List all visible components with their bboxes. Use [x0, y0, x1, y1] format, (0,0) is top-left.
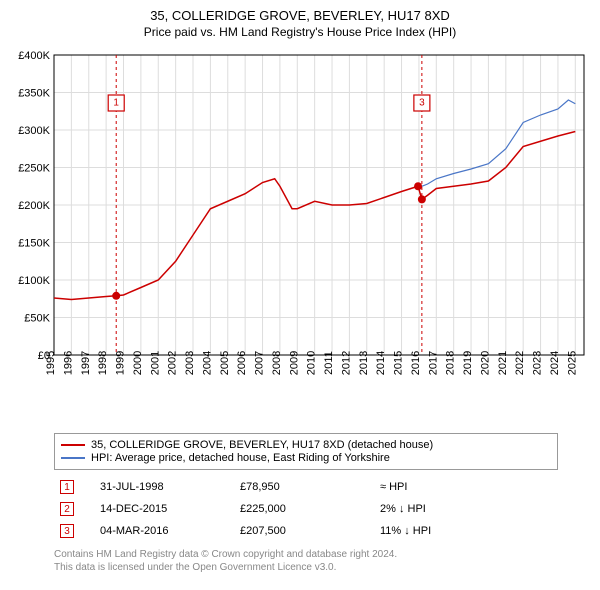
svg-text:2018: 2018	[445, 351, 457, 375]
svg-text:1999: 1999	[115, 351, 127, 375]
footer-line1: Contains HM Land Registry data © Crown c…	[54, 548, 558, 561]
svg-text:2019: 2019	[462, 351, 474, 375]
footer-line2: This data is licensed under the Open Gov…	[54, 561, 558, 574]
tx-delta: ≈ HPI	[374, 476, 558, 498]
svg-text:2024: 2024	[549, 351, 561, 375]
svg-text:2014: 2014	[375, 351, 387, 375]
svg-text:£200K: £200K	[18, 200, 50, 212]
chart-area: £0£50K£100K£150K£200K£250K£300K£350K£400…	[8, 45, 592, 425]
legend-item: HPI: Average price, detached house, East…	[61, 452, 551, 464]
svg-text:1: 1	[113, 98, 119, 109]
svg-text:2020: 2020	[479, 351, 491, 375]
tx-delta: 11% ↓ HPI	[374, 520, 558, 542]
legend-item: 35, COLLERIDGE GROVE, BEVERLEY, HU17 8XD…	[61, 439, 551, 451]
svg-text:2009: 2009	[288, 351, 300, 375]
chart-subtitle: Price paid vs. HM Land Registry's House …	[8, 25, 592, 39]
svg-text:£300K: £300K	[18, 125, 50, 137]
tx-date: 04-MAR-2016	[94, 520, 234, 542]
svg-text:£250K: £250K	[18, 163, 50, 175]
svg-text:1997: 1997	[80, 351, 92, 375]
table-row: 2 14-DEC-2015£225,0002% ↓ HPI	[54, 498, 558, 520]
tx-marker: 3	[60, 524, 74, 538]
svg-text:2001: 2001	[149, 351, 161, 375]
svg-text:£100K: £100K	[18, 275, 50, 287]
svg-text:2000: 2000	[132, 351, 144, 375]
svg-text:2010: 2010	[306, 351, 318, 375]
svg-text:2022: 2022	[514, 351, 526, 375]
svg-text:3: 3	[419, 98, 425, 109]
tx-price: £78,950	[234, 476, 374, 498]
tx-price: £225,000	[234, 498, 374, 520]
svg-text:2008: 2008	[271, 351, 283, 375]
svg-text:£50K: £50K	[24, 313, 50, 325]
svg-text:£350K: £350K	[18, 88, 50, 100]
svg-text:2023: 2023	[532, 351, 544, 375]
legend-swatch	[61, 444, 85, 446]
svg-text:£400K: £400K	[18, 50, 50, 62]
svg-text:2007: 2007	[254, 351, 266, 375]
tx-delta: 2% ↓ HPI	[374, 498, 558, 520]
svg-text:2012: 2012	[340, 351, 352, 375]
legend: 35, COLLERIDGE GROVE, BEVERLEY, HU17 8XD…	[54, 433, 558, 470]
table-row: 3 04-MAR-2016£207,50011% ↓ HPI	[54, 520, 558, 542]
svg-text:1996: 1996	[62, 351, 74, 375]
svg-text:2021: 2021	[497, 351, 509, 375]
svg-text:£150K: £150K	[18, 238, 50, 250]
svg-text:1998: 1998	[97, 351, 109, 375]
tx-date: 14-DEC-2015	[94, 498, 234, 520]
table-row: 1 31-JUL-1998£78,950≈ HPI	[54, 476, 558, 498]
legend-label: HPI: Average price, detached house, East…	[91, 452, 390, 464]
svg-text:2015: 2015	[393, 351, 405, 375]
svg-text:2017: 2017	[427, 351, 439, 375]
tx-price: £207,500	[234, 520, 374, 542]
svg-text:2016: 2016	[410, 351, 422, 375]
attribution-footer: Contains HM Land Registry data © Crown c…	[54, 548, 558, 574]
tx-date: 31-JUL-1998	[94, 476, 234, 498]
svg-text:2006: 2006	[236, 351, 248, 375]
legend-label: 35, COLLERIDGE GROVE, BEVERLEY, HU17 8XD…	[91, 439, 433, 451]
svg-text:2013: 2013	[358, 351, 370, 375]
svg-text:2005: 2005	[219, 351, 231, 375]
svg-text:1995: 1995	[45, 351, 57, 375]
svg-text:2002: 2002	[167, 351, 179, 375]
legend-swatch	[61, 457, 85, 459]
svg-text:2004: 2004	[201, 351, 213, 375]
transactions-table: 1 31-JUL-1998£78,950≈ HPI 2 14-DEC-2015£225…	[54, 476, 558, 542]
chart-title: 35, COLLERIDGE GROVE, BEVERLEY, HU17 8XD	[8, 8, 592, 23]
tx-marker: 2	[60, 502, 74, 516]
tx-marker: 1	[60, 480, 74, 494]
svg-text:2003: 2003	[184, 351, 196, 375]
line-chart: £0£50K£100K£150K£200K£250K£300K£350K£400…	[8, 45, 592, 425]
svg-text:2025: 2025	[566, 351, 578, 375]
